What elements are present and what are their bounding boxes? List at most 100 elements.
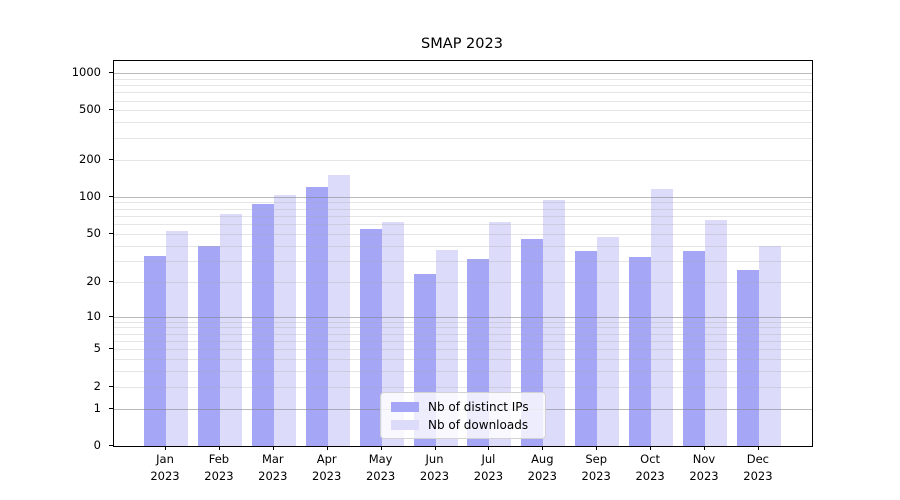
gridline-minor [114,371,812,373]
gridline-minor [114,137,812,139]
x-tick-mark [542,446,544,450]
x-tick-label: Sep 2023 [581,452,611,483]
gridline-minor [114,327,812,329]
y-tick-mark [109,72,113,74]
y-tick-label: 200 [79,151,101,166]
x-tick-mark [434,446,436,450]
bar-downloads [219,213,242,446]
x-tick-mark [650,446,652,450]
legend-row: Nb of distinct IPs [391,400,545,414]
bar-downloads [758,245,781,446]
y-tick-mark [109,109,113,111]
bar-ips [629,257,652,446]
x-tick-label: Jun 2023 [419,452,450,483]
y-tick-label: 2 [93,378,101,393]
x-tick-label: Mar 2023 [258,452,288,483]
y-tick-mark [109,232,113,234]
y-tick-mark [109,348,113,350]
bar-ips [359,228,382,446]
gridline-major [114,316,812,318]
plot-area [113,60,813,447]
gridline-minor [114,85,812,87]
gridline-major [114,196,812,198]
x-tick-label: May 2023 [365,452,396,483]
legend-label: Nb of distinct IPs [428,399,529,414]
y-tick-label: 50 [86,225,101,240]
legend: Nb of distinct IPs Nb of downloads [380,392,546,439]
y-tick-label: 500 [79,102,101,117]
y-tick-label: 0 [93,438,101,452]
gridline-minor [114,92,812,94]
gridline-minor [114,233,812,235]
y-tick-mark [109,280,113,282]
y-tick-mark [109,158,113,160]
bar-ips [683,251,705,446]
legend-row: Nb of downloads [391,418,545,432]
x-tick-label: Apr 2023 [312,452,342,483]
gridline-minor [114,349,812,351]
gridline-minor [114,122,812,124]
x-tick-label: Nov 2023 [689,452,719,483]
y-tick-mark [109,385,113,387]
gridline-minor [114,100,812,102]
gridline-minor [114,159,812,161]
x-tick-mark [757,446,759,450]
x-tick-label: Dec 2023 [743,452,773,483]
bar-ips [575,251,598,446]
gridline-minor [114,110,812,112]
y-tick-mark [109,445,113,446]
gridline-minor [114,321,812,323]
bar-downloads [381,222,404,446]
legend-swatch-ips [391,401,419,412]
y-tick-label: 10 [86,308,101,323]
y-tick-mark [109,407,113,409]
x-tick-mark [165,446,166,450]
bar-downloads [489,221,512,446]
gridline-minor [114,340,812,342]
y-tick-label: 5 [93,341,101,356]
x-tick-label: Jul 2023 [473,452,504,483]
y-tick-label: 20 [86,273,101,288]
bar-downloads [166,230,188,446]
bar-ips [197,245,220,446]
bar-ips [144,255,166,446]
x-tick-label: Feb 2023 [204,452,234,483]
bar-downloads [273,195,296,446]
x-tick-mark [596,446,598,450]
y-tick-mark [109,195,113,197]
x-tick-mark [272,446,274,450]
gridline-minor [114,224,812,226]
y-tick-mark [109,315,113,317]
chart-title: SMAP 2023 [421,36,503,52]
gridline-minor [114,245,812,247]
bar-downloads [543,200,566,446]
legend-swatch-downloads [391,419,419,430]
bar-downloads [705,219,727,446]
x-tick-mark [704,446,705,450]
legend-label: Nb of downloads [428,417,529,432]
gridline-minor [114,260,812,262]
x-tick-label: Jan 2023 [150,452,180,483]
bar-ips [736,270,759,446]
gridline-minor [114,386,812,388]
bar-downloads [597,237,620,446]
x-tick-mark [380,446,382,450]
x-tick-label: Oct 2023 [635,452,665,483]
bar-downloads [327,175,350,446]
bar-ips [251,203,274,446]
gridline-minor [114,202,812,204]
gridline-minor [114,333,812,335]
y-tick-label: 1000 [71,65,101,80]
gridline-minor [114,359,812,361]
x-tick-mark [326,446,328,450]
y-tick-label: 100 [79,188,101,203]
gridline-major [114,73,812,75]
gridline-minor [114,78,812,80]
x-tick-label: Aug 2023 [527,452,557,483]
y-tick-label: 1 [93,400,101,415]
x-tick-mark [488,446,490,450]
x-tick-mark [218,446,220,450]
gridline-minor [114,215,812,217]
gridline-minor [114,281,812,283]
